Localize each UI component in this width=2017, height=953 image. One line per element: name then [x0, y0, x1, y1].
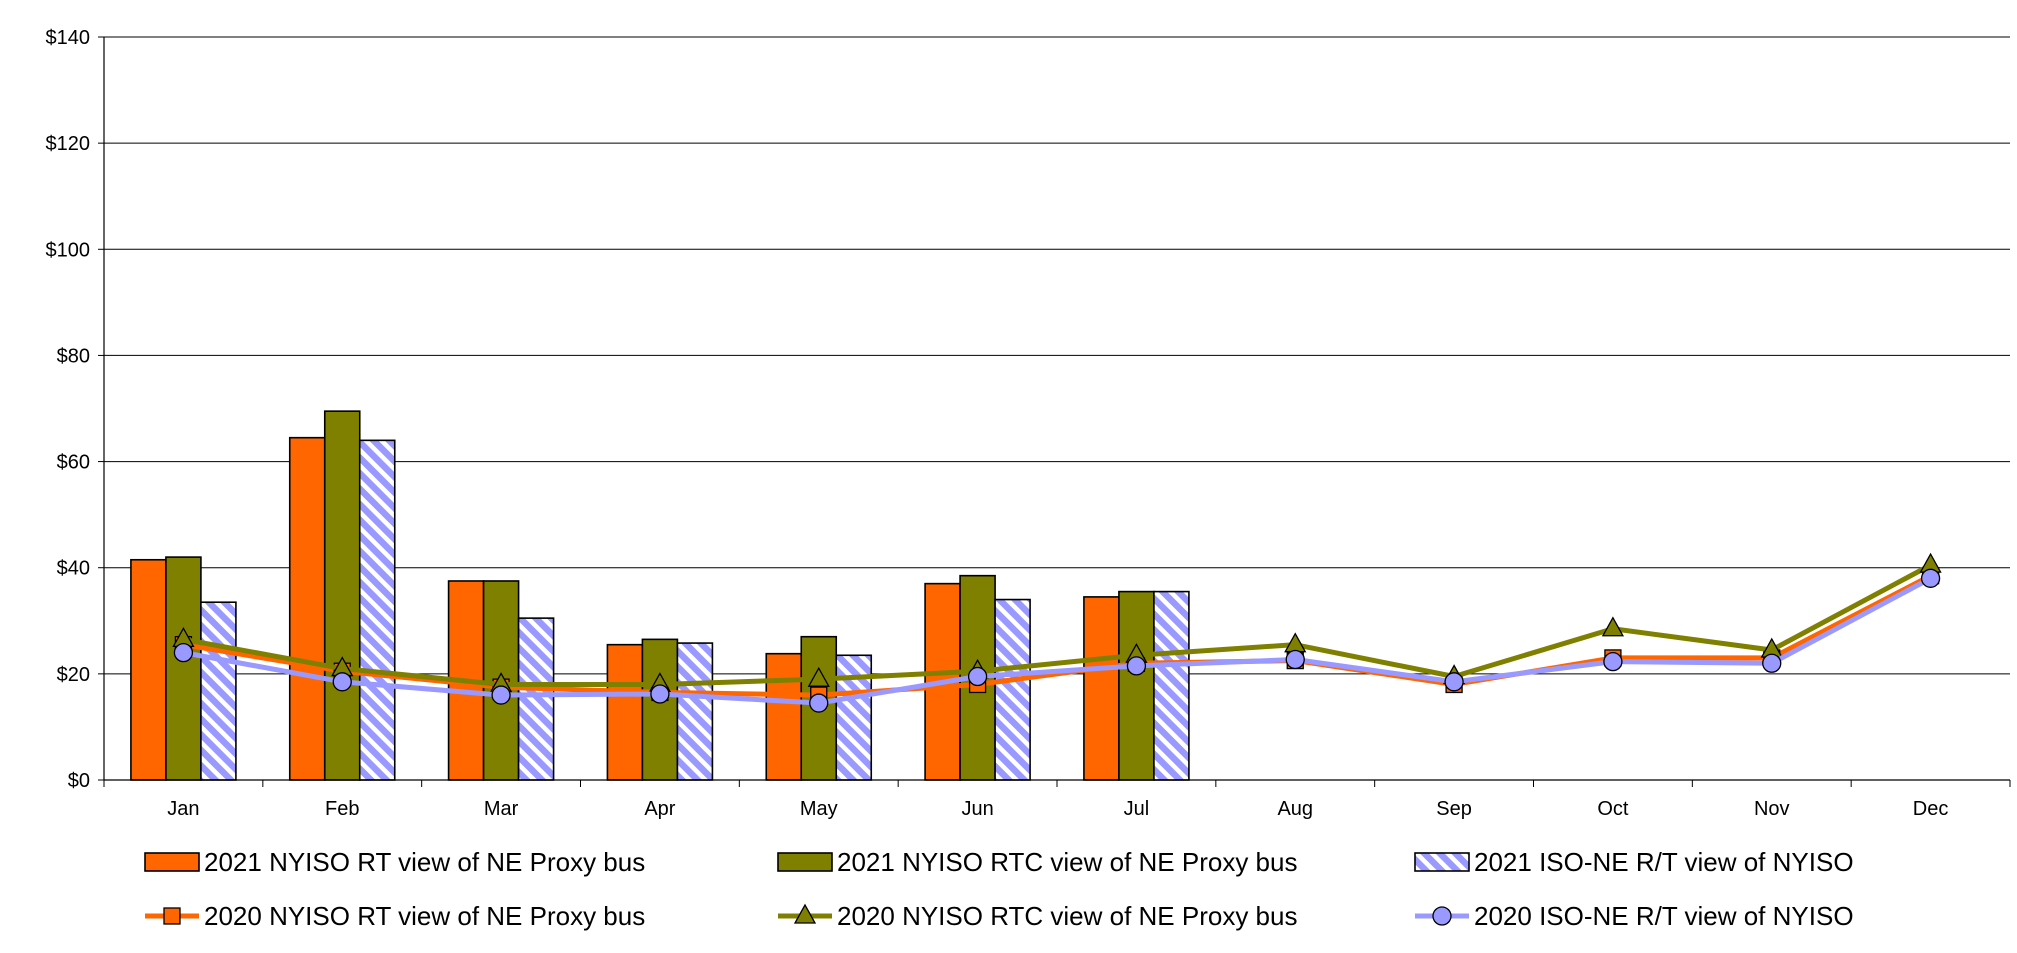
bar-1-jul: [1083, 596, 1120, 781]
line-2-point-may: [807, 666, 830, 687]
legend-marker-line-3: [1432, 906, 1452, 926]
bar-2-apr: [641, 638, 679, 781]
line-series-3: [182, 576, 1932, 706]
line-3-point-sep: [1444, 672, 1464, 692]
x-tick-label: Jul: [1124, 798, 1150, 820]
line-3-point-jun: [967, 666, 988, 687]
x-tick-label: Sep: [1436, 798, 1472, 820]
line-2-point-oct: [1601, 616, 1625, 637]
legend-marker-line-1: [163, 907, 181, 925]
y-tick-label: $0: [68, 770, 90, 792]
line-3-point-mar: [491, 685, 511, 705]
x-tick-label: Aug: [1277, 798, 1313, 820]
bar-2-feb: [323, 410, 361, 781]
x-tick-label: Feb: [325, 798, 359, 820]
y-tick-label: $100: [46, 239, 91, 261]
y-tick-label: $20: [57, 664, 90, 686]
line-3-point-apr: [650, 684, 670, 704]
x-tick-label: Jun: [961, 798, 993, 820]
line-3-point-aug: [1285, 649, 1305, 670]
bar-3-mar: [517, 617, 555, 781]
bar-1-may: [765, 652, 803, 781]
legend-marker-line-2: [793, 903, 817, 924]
legend-label-line-2: 2020 NYISO RTC view of NE Proxy bus: [837, 901, 1297, 931]
y-tick-label: $60: [57, 452, 90, 474]
line-3-point-nov: [1762, 653, 1782, 673]
y-tick-label: $120: [46, 133, 91, 155]
x-tick-label: May: [800, 798, 838, 820]
lines: [172, 552, 1942, 713]
legend: 2021 NYISO RT view of NE Proxy bus 2021 N…: [144, 847, 1854, 931]
line-3-point-oct: [1603, 652, 1623, 672]
legend-label-bar-2: 2021 NYISO RTC view of NE Proxy bus: [837, 847, 1297, 877]
x-axis-tick-labels: Jan Feb Mar Apr May Jun Jul Aug Sep Oct Nov Dec: [167, 798, 1948, 820]
bar-2-jul: [1118, 590, 1155, 781]
bar-1-feb: [288, 436, 326, 781]
x-tick-label: Dec: [1913, 798, 1949, 820]
legend-swatch-bar-3: [1414, 852, 1470, 872]
x-tick-label: Oct: [1597, 798, 1629, 820]
bar-3-may: [835, 654, 873, 781]
bar-2-jan: [165, 556, 202, 781]
bar-1-apr: [606, 643, 644, 781]
bar-3-feb: [358, 439, 396, 781]
y-tick-label: $40: [57, 558, 90, 580]
legend-label-bar-3: 2021 ISO-NE R/T view of NYISO: [1474, 847, 1854, 877]
x-tick-label: Nov: [1754, 798, 1790, 820]
gridlines: [104, 36, 2010, 675]
legend-swatch-bar-1: [144, 852, 200, 872]
bar-3-jun: [994, 598, 1031, 781]
line-3-point-dec: [1920, 568, 1941, 588]
line-3-point-may: [809, 693, 829, 713]
bar-3-jan: [200, 601, 237, 781]
axes: [98, 36, 2011, 787]
x-tick-label: Apr: [644, 798, 675, 820]
y-tick-label: $80: [57, 345, 90, 367]
legend-swatch-bar-2: [777, 852, 833, 872]
legend-label-line-3: 2020 ISO-NE R/T view of NYISO: [1474, 901, 1854, 931]
y-axis-tick-labels: $0 $20 $40 $60 $80 $100 $120 $140: [46, 27, 91, 792]
bar-3-jul: [1153, 590, 1190, 781]
y-tick-label: $140: [46, 27, 91, 49]
x-tick-label: Mar: [484, 798, 519, 820]
line-3-point-jul: [1126, 656, 1147, 676]
x-tick-label: Jan: [167, 798, 199, 820]
legend-label-line-1: 2020 NYISO RT view of NE Proxy bus: [204, 901, 645, 931]
bar-1-jan: [130, 558, 167, 781]
line-series-1: [183, 573, 1932, 698]
line-3-point-feb: [332, 672, 352, 692]
legend-label-bar-1: 2021 NYISO RT view of NE Proxy bus: [204, 847, 645, 877]
line-series-2: [182, 562, 1932, 687]
bars: [130, 410, 1190, 781]
line-3-point-jan: [173, 642, 194, 663]
bar-3-apr: [676, 642, 714, 781]
